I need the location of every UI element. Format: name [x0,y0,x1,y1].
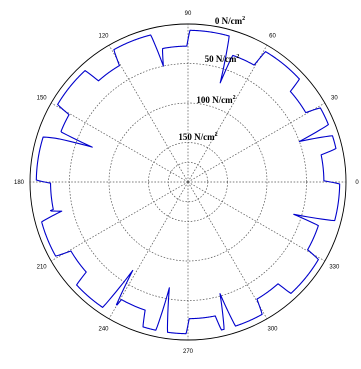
spoke-210 [50,181,189,262]
radial-label-150: 150 N/cm2 [178,132,217,142]
spoke-120 [108,44,189,183]
angle-label-270: 270 [183,349,194,355]
spoke-300 [187,181,268,320]
angle-label-210: 210 [37,265,48,271]
polar-grid [29,23,347,341]
angle-tick-labels: 0 30 60 90 120 150 180 210 240 270 300 330 [14,11,359,355]
grid-ring-100 [108,102,268,262]
angle-label-180: 180 [14,180,25,186]
radial-label-0: 0 N/cm2 [215,16,245,26]
series-0-line [35,29,341,335]
angle-label-90: 90 [185,11,192,17]
angle-label-330: 330 [329,265,340,271]
spoke-150 [50,102,189,183]
spoke-240 [108,181,189,320]
radial-label-50: 50 N/cm2 [205,54,240,64]
angle-label-0: 0 [355,180,359,186]
radial-label-100: 100 N/cm2 [196,95,235,105]
angle-label-120: 120 [98,34,109,40]
angle-label-240: 240 [98,326,109,332]
angle-label-60: 60 [269,34,276,40]
radial-tick-labels: 0 N/cm2 50 N/cm2 100 N/cm2 150 N/cm2 [178,16,245,142]
angle-label-30: 30 [331,96,338,102]
spoke-30 [187,102,326,183]
angle-label-150: 150 [37,96,48,102]
spoke-60 [187,44,268,183]
series-layer [35,29,341,335]
spoke-330 [187,181,326,262]
angle-label-300: 300 [267,326,278,332]
